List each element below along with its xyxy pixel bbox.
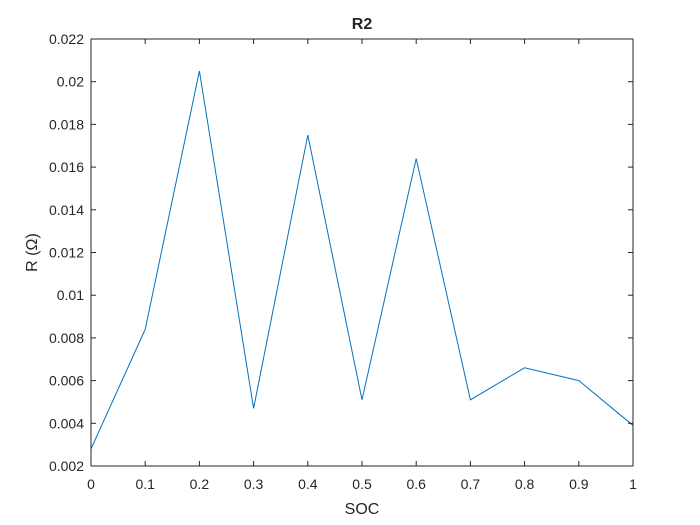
y-tick-label: 0.004 (49, 415, 84, 431)
x-tick-label: 0.7 (461, 476, 481, 492)
y-tick-label: 0.008 (49, 330, 84, 346)
y-tick-label: 0.022 (49, 31, 84, 47)
x-tick-label: 0.2 (190, 476, 210, 492)
chart-title: R2 (352, 16, 373, 33)
x-tick-label: 0.9 (569, 476, 589, 492)
axes-box (90, 38, 634, 467)
tick-layer: 0 0.1 0.2 0.3 0.4 0.5 0.6 0.7 0.8 0.9 1 0.002 0.004 0… (49, 31, 637, 492)
x-tick-label: 0.8 (515, 476, 535, 492)
x-tick-label: 0.6 (406, 476, 426, 492)
y-tick-label: 0.014 (49, 202, 84, 218)
x-tick-label: 0.4 (298, 476, 318, 492)
y-tick-label: 0.018 (49, 116, 84, 132)
plot-area (91, 39, 633, 466)
y-tick-label: 0.01 (57, 287, 84, 303)
x-tick-label: 0.3 (244, 476, 264, 492)
x-tick-label: 0.5 (352, 476, 372, 492)
x-tick-label: 1 (629, 476, 637, 492)
series-line (90, 70, 634, 450)
y-tick-label: 0.006 (49, 373, 84, 389)
y-tick-label: 0.012 (49, 245, 84, 261)
y-axis-label: R (Ω) (24, 233, 41, 272)
x-tick-label: 0.1 (135, 476, 155, 492)
y-tick-label: 0.002 (49, 458, 84, 474)
x-axis-label: SOC (345, 501, 380, 518)
series-layer (90, 70, 634, 450)
y-tick-label: 0.02 (57, 74, 84, 90)
x-tick-label: 0 (87, 476, 95, 492)
y-tick-label: 0.016 (49, 159, 84, 175)
